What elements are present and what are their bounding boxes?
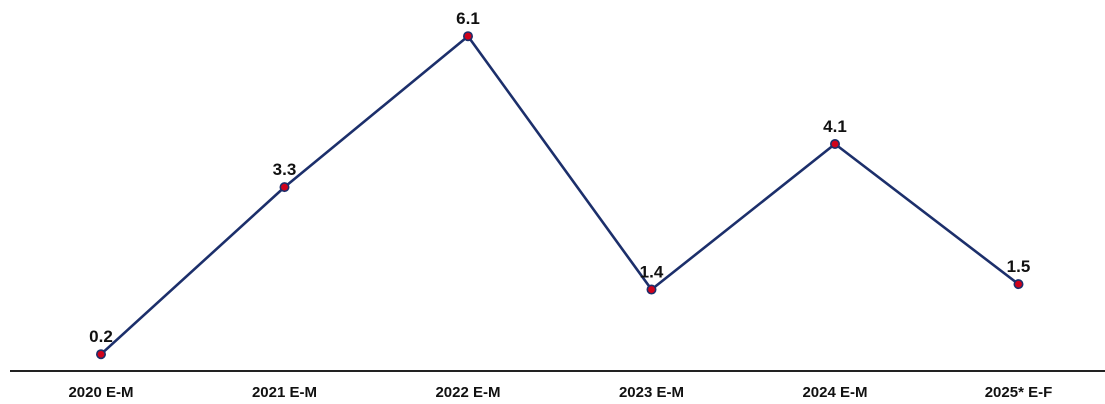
x-tick-label: 2023 E-M (619, 384, 684, 401)
series-line-segment (99, 185, 286, 356)
series-line-layer (99, 34, 1020, 356)
x-tick-label: 2021 E-M (252, 384, 317, 401)
data-point-marker (96, 349, 107, 360)
series-line-segment (466, 34, 653, 291)
data-label: 1.4 (640, 263, 664, 282)
series-line-segment (283, 34, 470, 189)
x-tick-label: 2022 E-M (435, 384, 500, 401)
x-tick-label: 2020 E-M (68, 384, 133, 401)
data-point-marker (646, 284, 657, 295)
x-tick-label-layer: 2020 E-M 2021 E-M 2022 E-M 2023 E-M 2024 E-M… (68, 384, 1052, 401)
data-label: 1.5 (1007, 257, 1031, 276)
marker-layer (96, 31, 1024, 360)
data-label-layer: 0.2 3.3 6.1 1.4 4.1 1.5 (89, 9, 1030, 346)
data-point-marker (829, 139, 840, 150)
data-point-marker (279, 182, 290, 193)
x-tick-label: 2024 E-M (802, 384, 867, 401)
data-point-marker (462, 31, 473, 42)
series-line-segment (650, 142, 837, 291)
data-label: 0.2 (89, 327, 113, 346)
series-line-segment (833, 142, 1020, 286)
data-label: 3.3 (273, 160, 297, 179)
data-point-marker (1013, 279, 1024, 290)
x-tick-label: 2025* E-F (985, 384, 1053, 401)
data-label: 6.1 (456, 9, 480, 28)
data-label: 4.1 (823, 117, 847, 136)
